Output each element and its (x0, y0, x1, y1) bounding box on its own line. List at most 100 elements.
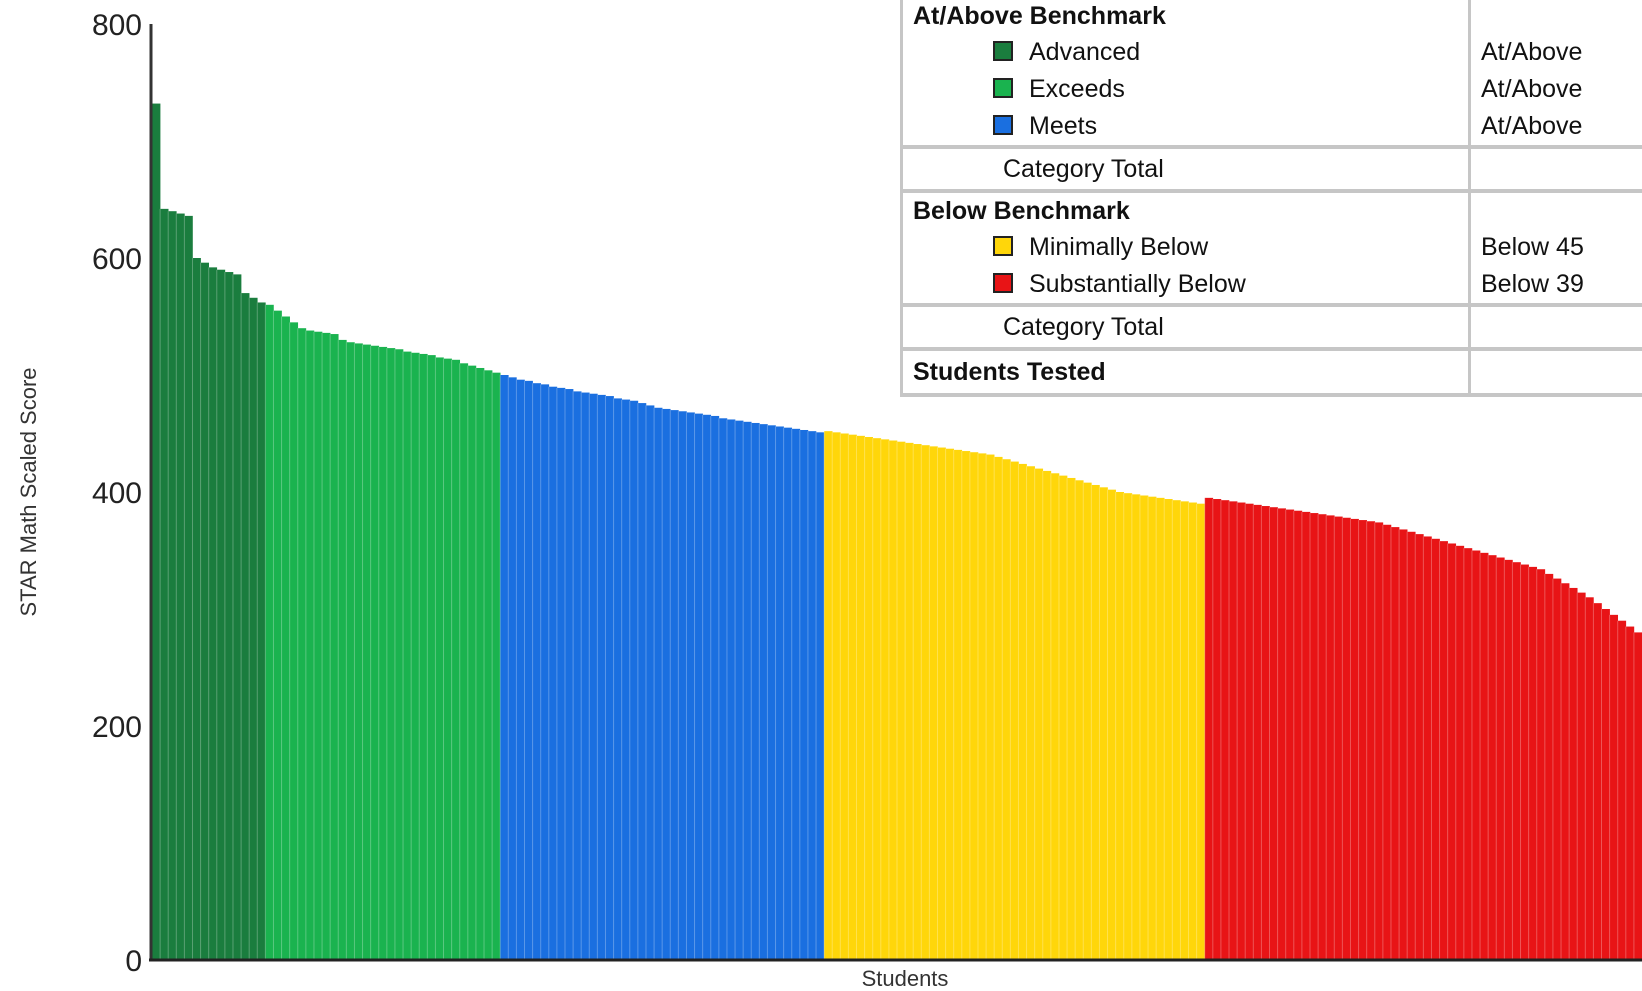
swatch-advanced-icon (993, 41, 1013, 61)
bar-exceeds (313, 331, 323, 961)
bar-advanced (208, 267, 218, 960)
legend-row-minimally-below: Minimally Below Below 45 (900, 229, 1642, 266)
bar-substantially-below (1237, 502, 1246, 960)
bar-minimally-below (994, 456, 1003, 960)
bar-meets (702, 414, 712, 960)
bar-meets (775, 426, 784, 961)
bar-minimally-below (913, 444, 922, 960)
bar-minimally-below (1131, 494, 1141, 960)
bar-minimally-below (880, 439, 890, 961)
bar-meets (540, 384, 550, 960)
bar-minimally-below (1067, 477, 1076, 960)
bar-exceeds (330, 334, 339, 960)
bar-substantially-below (1309, 513, 1319, 960)
bar-meets (573, 391, 582, 960)
bar-exceeds (443, 358, 452, 960)
bar-minimally-below (888, 440, 898, 960)
bar-minimally-below (905, 442, 914, 960)
bar-exceeds (370, 345, 380, 960)
bar-minimally-below (1139, 495, 1149, 960)
bar-exceeds (378, 346, 388, 960)
bar-substantially-below (1633, 632, 1642, 960)
bar-minimally-below (953, 449, 963, 960)
bar-substantially-below (1496, 557, 1505, 960)
bar-substantially-below (1528, 566, 1538, 960)
bar-meets (516, 379, 525, 960)
bar-substantially-below (1399, 529, 1408, 960)
bar-minimally-below (1115, 492, 1125, 960)
bar-minimally-below (1148, 496, 1157, 960)
bar-substantially-below (1463, 548, 1473, 960)
bar-substantially-below (1301, 511, 1311, 960)
bar-advanced (232, 274, 242, 960)
bar-meets (726, 419, 736, 961)
bar-substantially-below (1536, 569, 1546, 960)
bar-meets (637, 403, 647, 961)
bar-advanced (241, 293, 250, 961)
y-tick-label: 600 (92, 243, 142, 276)
legend-range-minimally-below: Below 45 (1468, 229, 1642, 266)
bar-advanced (152, 103, 161, 960)
legend-group-header: Below Benchmark (900, 191, 1471, 229)
bar-meets (751, 422, 760, 961)
bar-substantially-below (1471, 550, 1481, 960)
legend-label-meets: Meets (1029, 112, 1098, 140)
bar-advanced (216, 269, 226, 960)
bar-substantially-below (1204, 497, 1214, 960)
legend-label-substantially-below: Substantially Below (1029, 270, 1246, 298)
legend-range-advanced: At/Above (1468, 34, 1642, 71)
legend-row-advanced: Advanced At/Above (900, 34, 1642, 71)
bar-substantially-below (1253, 504, 1262, 960)
y-tick-label: 400 (92, 477, 142, 510)
bar-substantially-below (1318, 514, 1327, 960)
legend-range-cell (1468, 191, 1642, 229)
y-tick-label: 200 (92, 711, 142, 744)
bar-meets (500, 375, 509, 960)
bar-substantially-below (1374, 522, 1384, 960)
bar-meets (678, 411, 687, 960)
bar-meets (605, 396, 614, 960)
students-tested-label: Students Tested (900, 349, 1471, 397)
legend-row-substantially-below: Substantially Below Below 39 (900, 266, 1642, 305)
bar-meets (694, 413, 703, 960)
bar-exceeds (394, 349, 404, 960)
bar-substantially-below (1552, 578, 1562, 960)
swatch-minimally-below-icon (993, 236, 1013, 256)
legend-category-total-label: Category Total (900, 145, 1471, 193)
bar-substantially-below (1326, 515, 1335, 960)
bar-minimally-below (1188, 502, 1197, 960)
bar-exceeds (467, 365, 477, 960)
bar-exceeds (297, 328, 307, 960)
legend-category-total-row: Category Total (900, 145, 1642, 193)
bar-exceeds (435, 357, 444, 960)
y-tick-label: 0 (125, 945, 142, 978)
legend-range-cell (1468, 0, 1642, 34)
legend-category-total-row: Category Total (900, 303, 1642, 351)
bar-exceeds (411, 352, 420, 960)
bar-exceeds (492, 372, 501, 960)
x-axis-title: Students (862, 966, 949, 991)
bar-meets (508, 377, 517, 961)
bar-meets (759, 424, 768, 960)
bar-substantially-below (1431, 538, 1440, 960)
bar-exceeds (354, 343, 363, 960)
bar-meets (718, 418, 728, 960)
legend-label-advanced: Advanced (1029, 38, 1141, 66)
legend-range-substantially-below: Below 39 (1468, 266, 1642, 305)
bars-group (151, 103, 1642, 961)
bar-substantially-below (1601, 609, 1610, 960)
legend-group-header: At/Above Benchmark (900, 0, 1471, 34)
bar-substantially-below (1480, 552, 1489, 960)
bar-meets (556, 387, 566, 960)
bar-minimally-below (1042, 470, 1052, 960)
bar-minimally-below (1034, 468, 1044, 960)
bar-substantially-below (1577, 592, 1586, 960)
bar-meets (767, 425, 776, 960)
bar-substantially-below (1382, 524, 1392, 960)
bar-minimally-below (1018, 463, 1027, 960)
bar-minimally-below (986, 454, 995, 960)
bar-meets (743, 421, 752, 960)
bar-exceeds (403, 351, 412, 961)
bar-substantially-below (1569, 587, 1578, 960)
